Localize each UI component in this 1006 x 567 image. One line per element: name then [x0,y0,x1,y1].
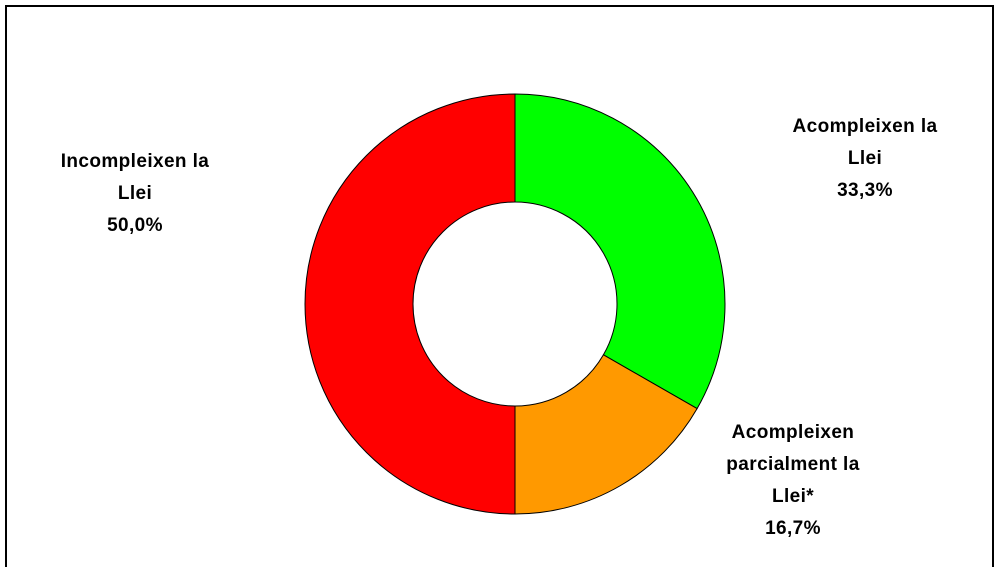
percent-label: 50,0% [107,215,163,236]
donut-slices [304,93,726,515]
slice-label-incompleixen: Incompleixen la Llei 50,0% [25,146,245,242]
percent-label: 16,7% [765,518,821,539]
label-line: Acompleixen [731,422,855,443]
label-line: Llei [847,148,883,169]
slice-label-parcialment: Acompleixen parcialment la Llei* 16,7% [683,417,903,545]
label-line: Acompleixen la [792,116,938,137]
label-line: parcialment la [726,454,860,475]
percent-label: 33,3% [837,180,893,201]
label-line: Llei [117,183,153,204]
label-line: Llei* [771,486,815,507]
donut-slice-1 [514,93,726,410]
slice-label-acompleixen: Acompleixen la Llei 33,3% [755,111,975,207]
label-line: Incompleixen la [60,151,210,172]
donut-slice-3 [304,93,516,515]
donut-slice-2 [514,354,698,515]
